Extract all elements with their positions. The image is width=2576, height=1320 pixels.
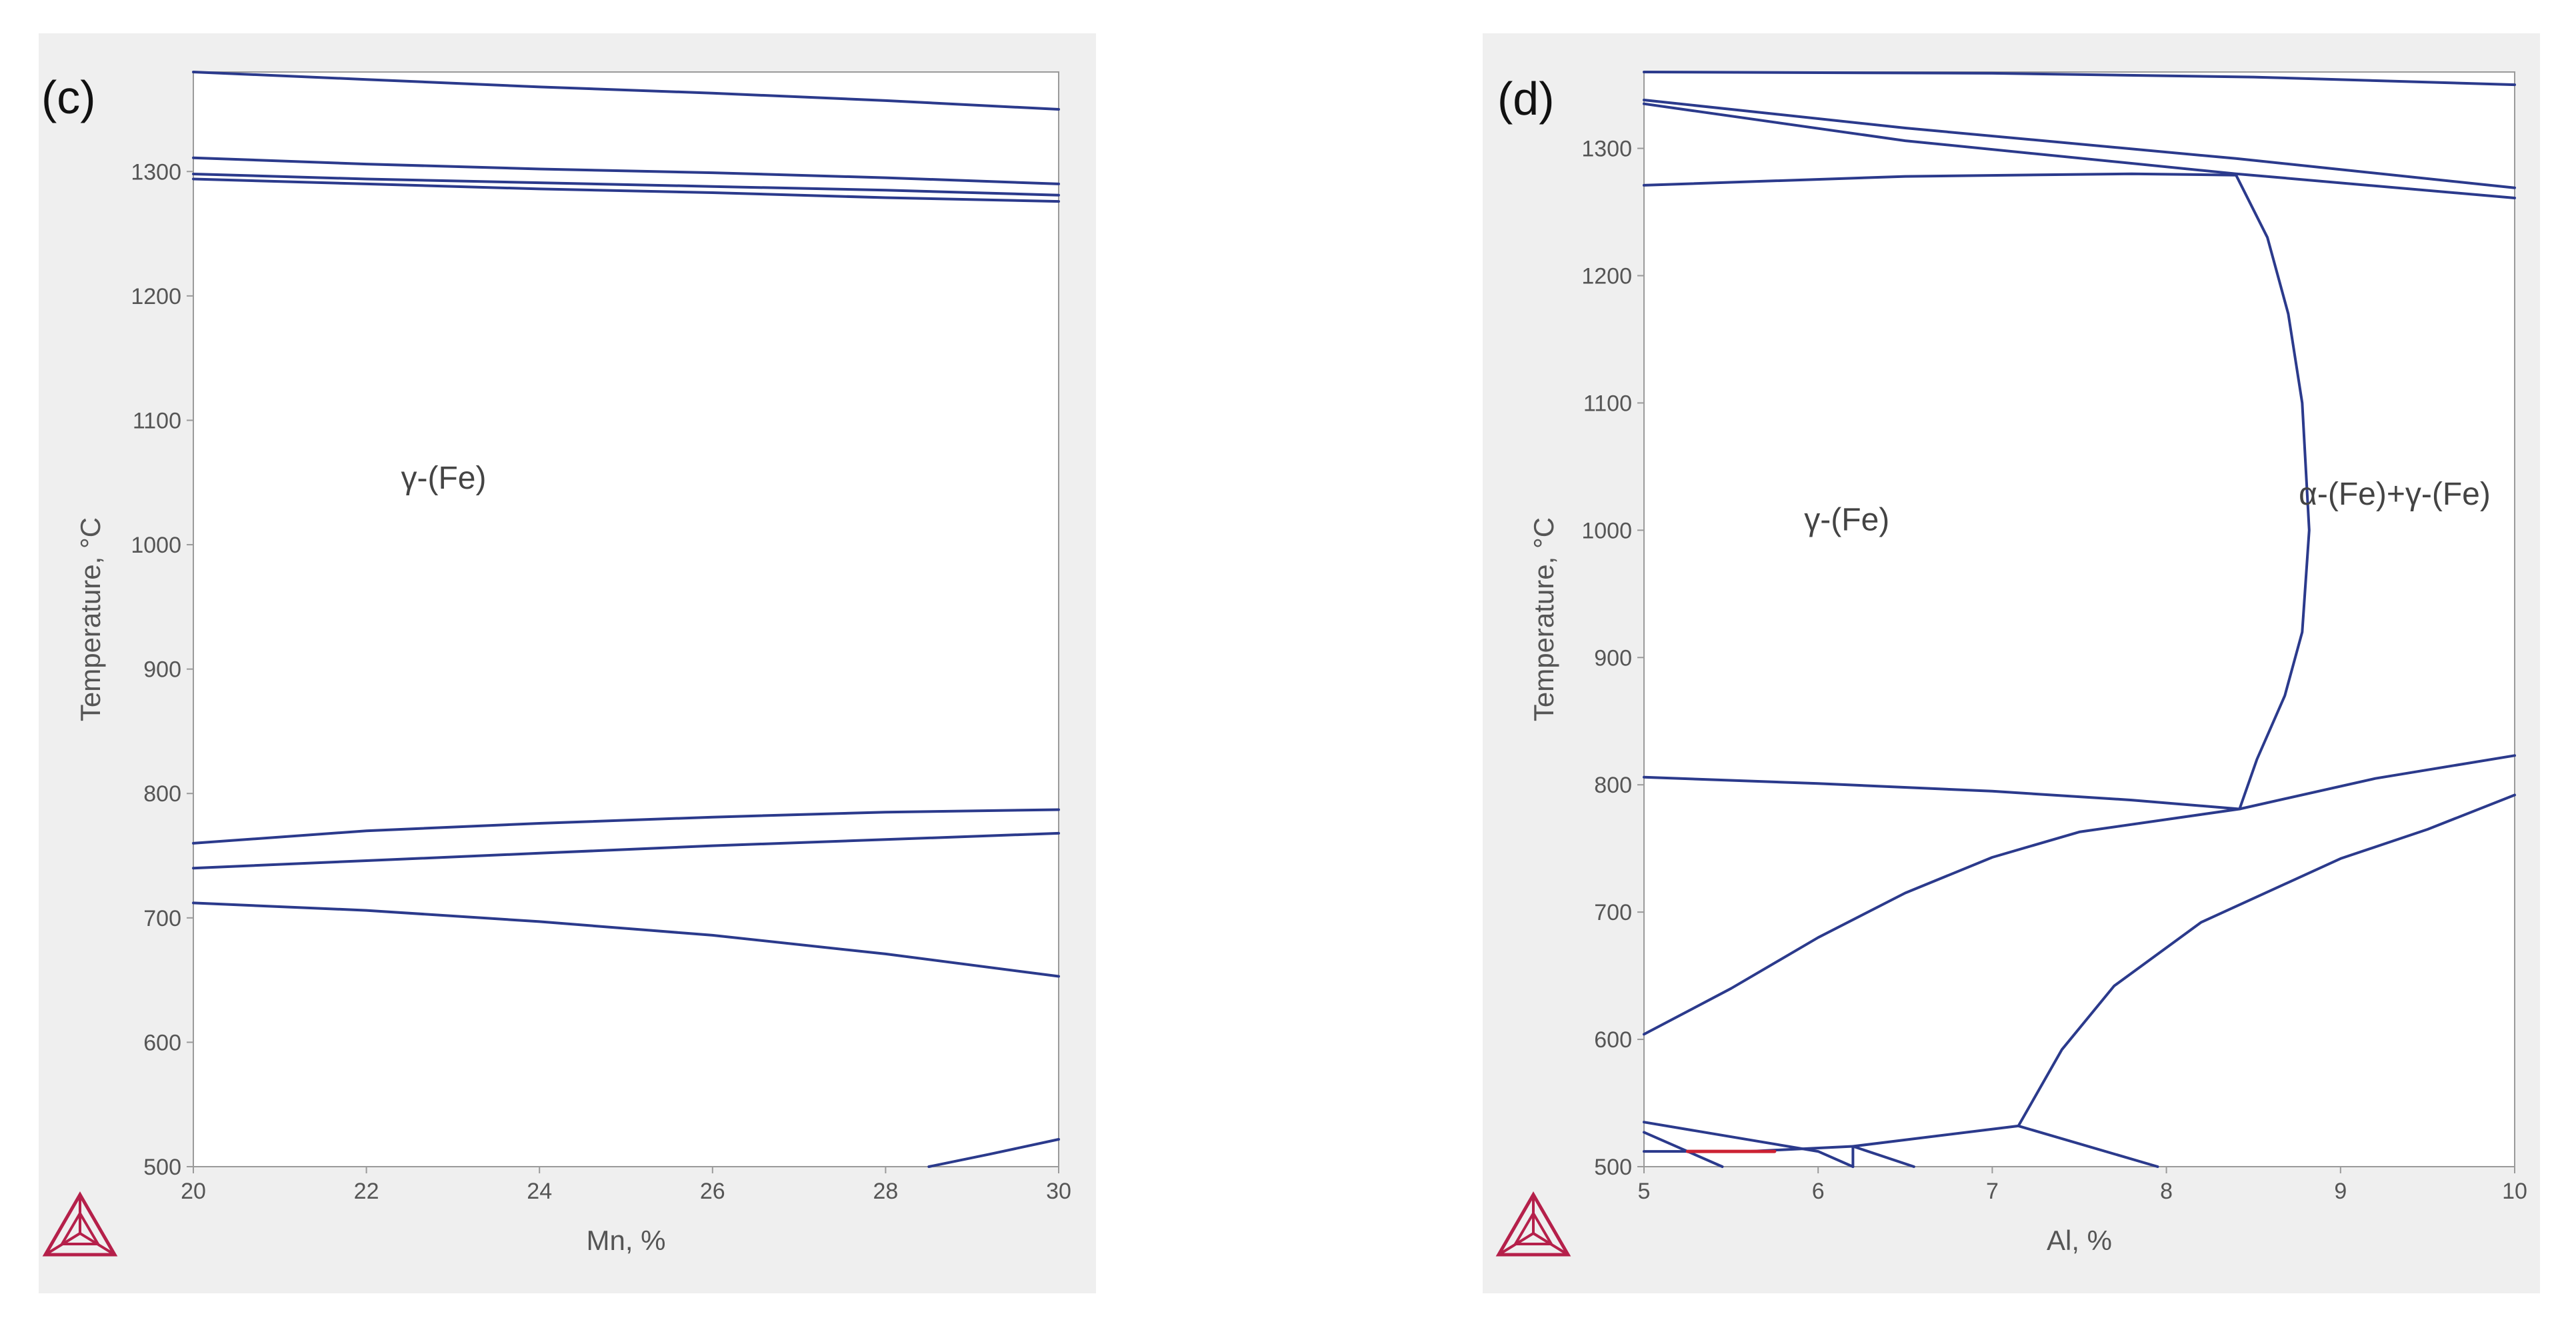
series-line-10 xyxy=(1643,1131,1724,1168)
y-tick-label: 500 xyxy=(1594,1155,1632,1180)
series-line-5 xyxy=(1643,775,2241,811)
panel-d-ticks: 5 6 7 8 9 10 500 600 700 800 900 1000 1100 1200 1300 xyxy=(1581,137,2527,1204)
panel-d-region-alpha-gamma-fe: α-(Fe)+γ-(Fe) xyxy=(2299,477,2491,512)
y-tick-label: 1100 xyxy=(1583,391,1632,416)
y-tick-label: 1300 xyxy=(1581,137,1632,162)
x-tick-label: 28 xyxy=(873,1179,898,1204)
panel-c-ticks: 20 22 24 26 28 30 500 600 700 800 900 1000 1100 1200 1… xyxy=(131,159,1071,1204)
y-tick-label: 1000 xyxy=(131,533,181,558)
series-line-6 xyxy=(1643,754,2516,1036)
thermocalc-logo-icon xyxy=(42,1191,118,1257)
series-line-7 xyxy=(927,1138,1060,1168)
series-line-0 xyxy=(192,71,1060,111)
panel-c-label: (c) xyxy=(41,71,96,123)
panel-c-y-axis-label: Temperature, °C xyxy=(75,517,106,721)
x-tick-label: 30 xyxy=(1046,1179,1071,1204)
y-tick-label: 1000 xyxy=(1581,518,1632,543)
y-tick-label: 600 xyxy=(143,1030,181,1055)
series-line-4 xyxy=(192,808,1060,845)
x-tick-label: 8 xyxy=(2160,1179,2173,1204)
series-line-4 xyxy=(2235,173,2311,811)
x-tick-label: 26 xyxy=(700,1179,725,1204)
y-tick-label: 900 xyxy=(143,657,181,683)
y-tick-label: 700 xyxy=(143,906,181,931)
y-tick-label: 700 xyxy=(1594,900,1632,925)
y-tick-label: 1300 xyxy=(131,159,181,185)
series-line-2 xyxy=(1643,102,2516,199)
x-tick-label: 10 xyxy=(2502,1179,2527,1204)
x-tick-label: 20 xyxy=(181,1179,206,1204)
x-tick-label: 7 xyxy=(1986,1179,1999,1204)
series-line-6 xyxy=(192,901,1060,978)
series-line-7 xyxy=(2017,793,2516,1127)
y-tick-label: 800 xyxy=(1594,773,1632,798)
series-line-5 xyxy=(192,831,1060,870)
panel-d-y-axis-label: Temperature, °C xyxy=(1528,517,1559,721)
series-line-11 xyxy=(1851,1145,1915,1168)
panel-c-curves xyxy=(192,71,1060,1168)
panel-d-region-gamma-fe: γ-(Fe) xyxy=(1804,502,1889,537)
panel-d-curves xyxy=(1643,71,2516,1168)
series-line-0 xyxy=(1643,71,2516,87)
panel-d-x-axis-label: Al, % xyxy=(2047,1225,2112,1256)
series-line-3 xyxy=(192,177,1060,203)
panel-c-region-gamma-fe: γ-(Fe) xyxy=(401,461,487,496)
y-tick-label: 1200 xyxy=(1581,263,1632,289)
panel-d-label: (d) xyxy=(1497,73,1555,125)
y-tick-label: 800 xyxy=(143,781,181,807)
x-tick-label: 5 xyxy=(1638,1179,1651,1204)
x-tick-label: 9 xyxy=(2334,1179,2347,1204)
y-tick-label: 600 xyxy=(1594,1027,1632,1053)
x-tick-label: 24 xyxy=(527,1179,552,1204)
series-line-1 xyxy=(192,156,1060,185)
x-tick-label: 6 xyxy=(1812,1179,1825,1204)
panel-d-plot-area xyxy=(1643,71,2515,1167)
series-line-1 xyxy=(1643,99,2516,189)
series-line-12 xyxy=(2017,1124,2159,1168)
y-tick-label: 500 xyxy=(143,1155,181,1180)
panel-c-plot-area xyxy=(193,71,1059,1167)
thermocalc-logo-icon xyxy=(1495,1191,1571,1257)
x-tick-label: 22 xyxy=(354,1179,379,1204)
y-tick-label: 900 xyxy=(1594,645,1632,671)
series-line-9 xyxy=(1643,1121,1855,1168)
y-tick-label: 1100 xyxy=(133,408,181,433)
y-tick-label: 1200 xyxy=(131,284,181,309)
series-line-3 xyxy=(1643,172,2238,187)
series-line-2 xyxy=(192,173,1060,197)
panel-c-x-axis-label: Mn, % xyxy=(586,1225,665,1256)
